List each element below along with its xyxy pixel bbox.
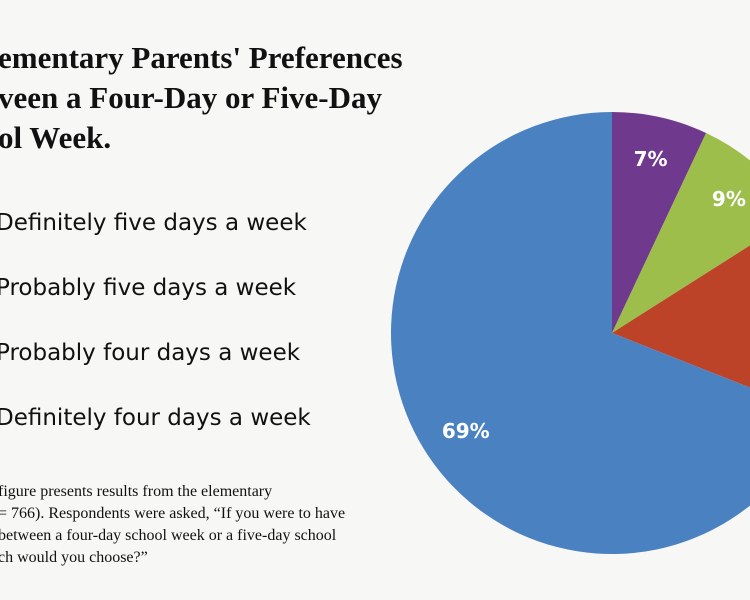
- pie-slice: [612, 245, 750, 388]
- pie-slice: [391, 112, 750, 554]
- footnote: ch would you choose?”: [0, 549, 148, 566]
- chart-title: veen a Four-Day or Five-Day: [0, 80, 382, 115]
- data-label: 7%: [634, 147, 668, 171]
- legend-label: Definitely five days a week: [0, 210, 307, 236]
- legend-label: Definitely four days a week: [0, 405, 311, 431]
- data-label: 9%: [712, 187, 746, 211]
- legend-label: Probably four days a week: [0, 340, 301, 366]
- footnote: = 766). Respondents were asked, “If you …: [0, 505, 345, 522]
- pie-slice: [612, 112, 707, 333]
- pie-slice: [612, 133, 750, 333]
- chart-title: ementary Parents' Preferences: [0, 40, 403, 75]
- legend-label: Probably five days a week: [0, 275, 297, 301]
- footnote: between a four-day school week or a five…: [0, 527, 337, 544]
- chart-title: ol Week.: [0, 120, 111, 155]
- data-label: 69%: [442, 419, 490, 443]
- footnote: figure presents results from the element…: [0, 483, 272, 500]
